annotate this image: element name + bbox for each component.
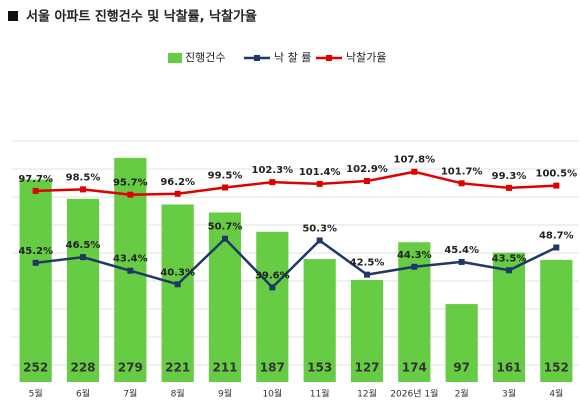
value-label: 45.4% [444, 245, 479, 256]
bar-value-label: 127 [354, 361, 379, 375]
bar [256, 231, 289, 382]
bar [19, 179, 52, 382]
x-tick-label: 8월 [171, 388, 185, 400]
value-label: 101.4% [299, 167, 341, 178]
point [364, 178, 370, 185]
bar [66, 198, 100, 382]
value-label: 99.5% [208, 170, 243, 181]
bar-value-label: 174 [402, 361, 427, 375]
value-label: 45.2% [18, 246, 53, 257]
value-label: 98.5% [66, 172, 101, 183]
value-label: 102.3% [252, 165, 294, 176]
point [80, 186, 86, 193]
value-label: 48.7% [539, 230, 574, 241]
legend-marker [254, 55, 260, 61]
x-tick-label: 6월 [76, 388, 90, 400]
x-tick-label: 10월 [262, 388, 282, 400]
bar [161, 204, 194, 382]
value-label: 43.4% [113, 254, 148, 265]
value-label: 46.5% [66, 240, 101, 251]
value-label: 44.3% [397, 250, 432, 261]
value-label: 102.9% [346, 164, 388, 175]
value-label: 42.5% [350, 258, 385, 269]
legend-label: 진행건수 [185, 51, 225, 64]
point [222, 184, 228, 191]
point [127, 191, 134, 198]
value-label: 96.2% [160, 177, 195, 188]
chart-title: 서울 아파트 진행건수 및 낙찰률, 낙찰가율 [26, 9, 257, 25]
value-label: 99.3% [492, 171, 527, 182]
bar-value-label: 252 [23, 361, 48, 375]
value-label: 39.6% [255, 270, 290, 281]
value-label: 50.7% [208, 222, 243, 233]
bar [445, 304, 478, 382]
bar-value-label: 153 [307, 361, 332, 375]
value-label: 97.7% [18, 174, 53, 185]
x-tick-label: 5월 [29, 388, 43, 400]
grid [12, 140, 578, 366]
line [35, 170, 557, 196]
point [364, 271, 370, 278]
bar-value-label: 161 [496, 361, 521, 375]
title-bullet [8, 11, 18, 21]
value-label: 100.5% [536, 169, 578, 180]
x-tick-label: 2026년 1월 [390, 388, 438, 400]
value-label: 40.3% [160, 267, 195, 278]
point [316, 180, 323, 187]
point [127, 267, 134, 274]
bar [540, 259, 573, 382]
bar-value-label: 97 [453, 361, 470, 375]
legend-swatch [168, 53, 182, 63]
bar-value-label: 228 [70, 361, 95, 375]
x-tick-label: 7월 [123, 388, 137, 400]
bar [350, 279, 384, 382]
x-tick-label: 3월 [502, 388, 516, 400]
point [80, 254, 86, 261]
value-label: 43.5% [492, 253, 527, 264]
point [553, 182, 560, 189]
point [411, 263, 418, 270]
point [222, 235, 228, 242]
legend-label: 낙찰가율 [346, 51, 386, 64]
point [506, 184, 512, 191]
point [316, 237, 323, 244]
point [32, 187, 39, 194]
value-label: 101.7% [441, 166, 483, 177]
bar [303, 259, 336, 382]
point [174, 190, 181, 197]
point [458, 258, 465, 265]
bar-value-label: 187 [260, 361, 285, 375]
point [269, 179, 276, 186]
legend-label: 낙 찰 률 [274, 51, 311, 64]
x-tick-label: 4월 [549, 388, 563, 400]
bar-value-label: 211 [212, 361, 237, 375]
point [458, 180, 465, 187]
point [506, 267, 512, 274]
value-label: 107.8% [394, 155, 436, 166]
x-tick-label: 12월 [357, 388, 377, 400]
bar [492, 252, 526, 382]
x-tick-label: 9월 [218, 388, 232, 400]
legend-marker [326, 55, 332, 61]
point [553, 244, 560, 251]
point [32, 259, 39, 266]
point [269, 284, 276, 291]
value-label: 95.7% [113, 178, 148, 189]
bar-value-label: 221 [165, 361, 190, 375]
point [174, 281, 181, 288]
bar-value-label: 152 [544, 361, 569, 375]
line [35, 236, 557, 290]
point [411, 168, 418, 175]
bar-value-label: 279 [118, 361, 143, 375]
value-label: 50.3% [302, 223, 337, 234]
x-tick-label: 11월 [310, 388, 330, 400]
x-tick-label: 2월 [455, 388, 469, 400]
